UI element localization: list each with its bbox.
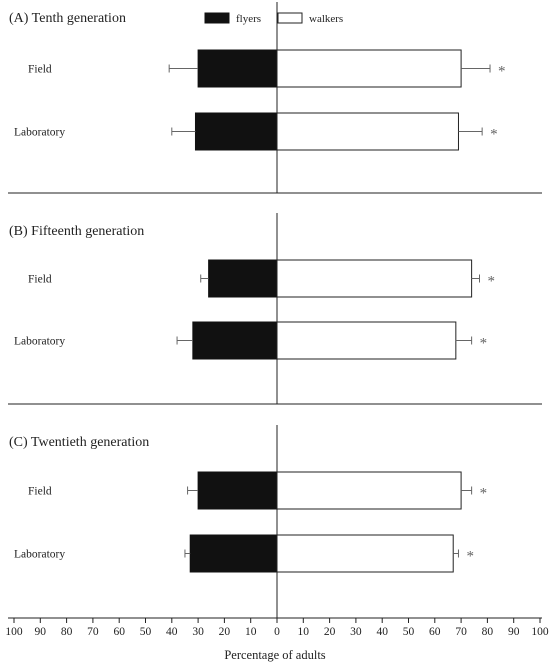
x-tick-label: 70 bbox=[455, 626, 467, 638]
category-label: Field bbox=[28, 64, 52, 76]
x-tick-label: 50 bbox=[403, 626, 415, 638]
x-tick-label: 0 bbox=[274, 626, 280, 638]
x-tick-label: 90 bbox=[508, 626, 520, 638]
x-tick-label: 60 bbox=[113, 626, 125, 638]
bar-walkers bbox=[276, 259, 473, 298]
significance-star: * bbox=[488, 274, 496, 290]
category-label: Field bbox=[28, 274, 52, 286]
legend-swatch-walkers bbox=[277, 12, 303, 24]
panel-title: (B) Fifteenth generation bbox=[9, 224, 144, 239]
legend: flyers walkers bbox=[204, 12, 343, 25]
bar-flyers bbox=[192, 321, 278, 360]
bar-flyers bbox=[197, 49, 278, 88]
x-tick-label: 40 bbox=[166, 626, 178, 638]
x-tick-label: 60 bbox=[429, 626, 441, 638]
panel-title: (C) Twentieth generation bbox=[9, 435, 149, 450]
category-label: Laboratory bbox=[14, 127, 65, 139]
panel-a: (A) Tenth generation Field * Laboratory * bbox=[8, 2, 542, 194]
panel-b: (B) Fifteenth generation Field * Laboratory… bbox=[8, 213, 542, 405]
bar-walkers bbox=[276, 112, 459, 151]
bar-walkers bbox=[276, 534, 454, 573]
legend-label-flyers: flyers bbox=[236, 13, 261, 25]
x-tick-label: 20 bbox=[324, 626, 336, 638]
x-tick-label: 70 bbox=[87, 626, 99, 638]
significance-star: * bbox=[466, 549, 474, 565]
bar-flyers bbox=[189, 534, 278, 573]
bar-walkers bbox=[276, 321, 457, 360]
legend-swatch-flyers bbox=[204, 12, 230, 24]
bar-walkers bbox=[276, 49, 462, 88]
x-tick-label: 80 bbox=[61, 626, 73, 638]
panel-title: (A) Tenth generation bbox=[9, 11, 126, 26]
category-label: Field bbox=[28, 486, 52, 498]
x-axis: 100 90 80 70 60 50 40 30 20 10 0 10 20 30 40 50 60 70 80 90… bbox=[5, 618, 549, 638]
x-tick-label: 10 bbox=[298, 626, 310, 638]
x-tick-label: 40 bbox=[376, 626, 388, 638]
bar-walkers bbox=[276, 471, 462, 510]
x-tick-label: 90 bbox=[35, 626, 47, 638]
significance-star: * bbox=[490, 127, 498, 143]
x-tick-label: 30 bbox=[350, 626, 362, 638]
x-tick-label: 30 bbox=[192, 626, 204, 638]
significance-star: * bbox=[498, 64, 506, 80]
category-label: Laboratory bbox=[14, 549, 65, 561]
bar-flyers bbox=[194, 112, 278, 151]
significance-star: * bbox=[480, 486, 488, 502]
x-tick-label: 100 bbox=[531, 626, 549, 638]
bar-flyers bbox=[208, 259, 278, 298]
panel-c: (C) Twentieth generation Field * Laboratory… bbox=[8, 425, 542, 619]
bar-flyers bbox=[197, 471, 278, 510]
x-tick-label: 80 bbox=[482, 626, 494, 638]
category-label: Laboratory bbox=[14, 336, 65, 348]
x-tick-label: 100 bbox=[5, 626, 23, 638]
significance-star: * bbox=[480, 336, 488, 352]
x-axis-label: Percentage of adults bbox=[224, 648, 325, 662]
x-tick-label: 20 bbox=[219, 626, 231, 638]
x-tick-label: 50 bbox=[140, 626, 152, 638]
x-tick-label: 10 bbox=[245, 626, 257, 638]
legend-label-walkers: walkers bbox=[309, 13, 343, 25]
